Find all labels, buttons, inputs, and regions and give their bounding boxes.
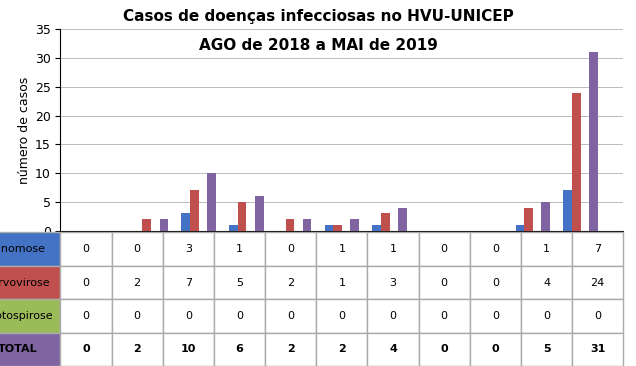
Bar: [142, 219, 151, 231]
Bar: [563, 190, 572, 231]
Bar: [373, 225, 381, 231]
Bar: [229, 225, 238, 231]
Bar: [350, 219, 359, 231]
Bar: [516, 225, 524, 231]
Bar: [286, 219, 294, 231]
Bar: [381, 213, 390, 231]
Text: Casos de doenças infecciosas no HVU-UNICEP: Casos de doenças infecciosas no HVU-UNIC…: [123, 9, 513, 24]
Bar: [181, 213, 190, 231]
Bar: [324, 225, 333, 231]
Bar: [238, 202, 246, 231]
Bar: [303, 219, 311, 231]
Text: AGO de 2018 a MAI de 2019: AGO de 2018 a MAI de 2019: [198, 38, 438, 53]
Bar: [207, 173, 216, 231]
Bar: [541, 202, 550, 231]
Bar: [589, 52, 598, 231]
Bar: [572, 93, 581, 231]
Bar: [398, 208, 407, 231]
Bar: [160, 219, 168, 231]
Y-axis label: número de casos: número de casos: [18, 76, 31, 184]
Bar: [190, 190, 198, 231]
Bar: [255, 196, 263, 231]
Bar: [524, 208, 533, 231]
Bar: [333, 225, 342, 231]
